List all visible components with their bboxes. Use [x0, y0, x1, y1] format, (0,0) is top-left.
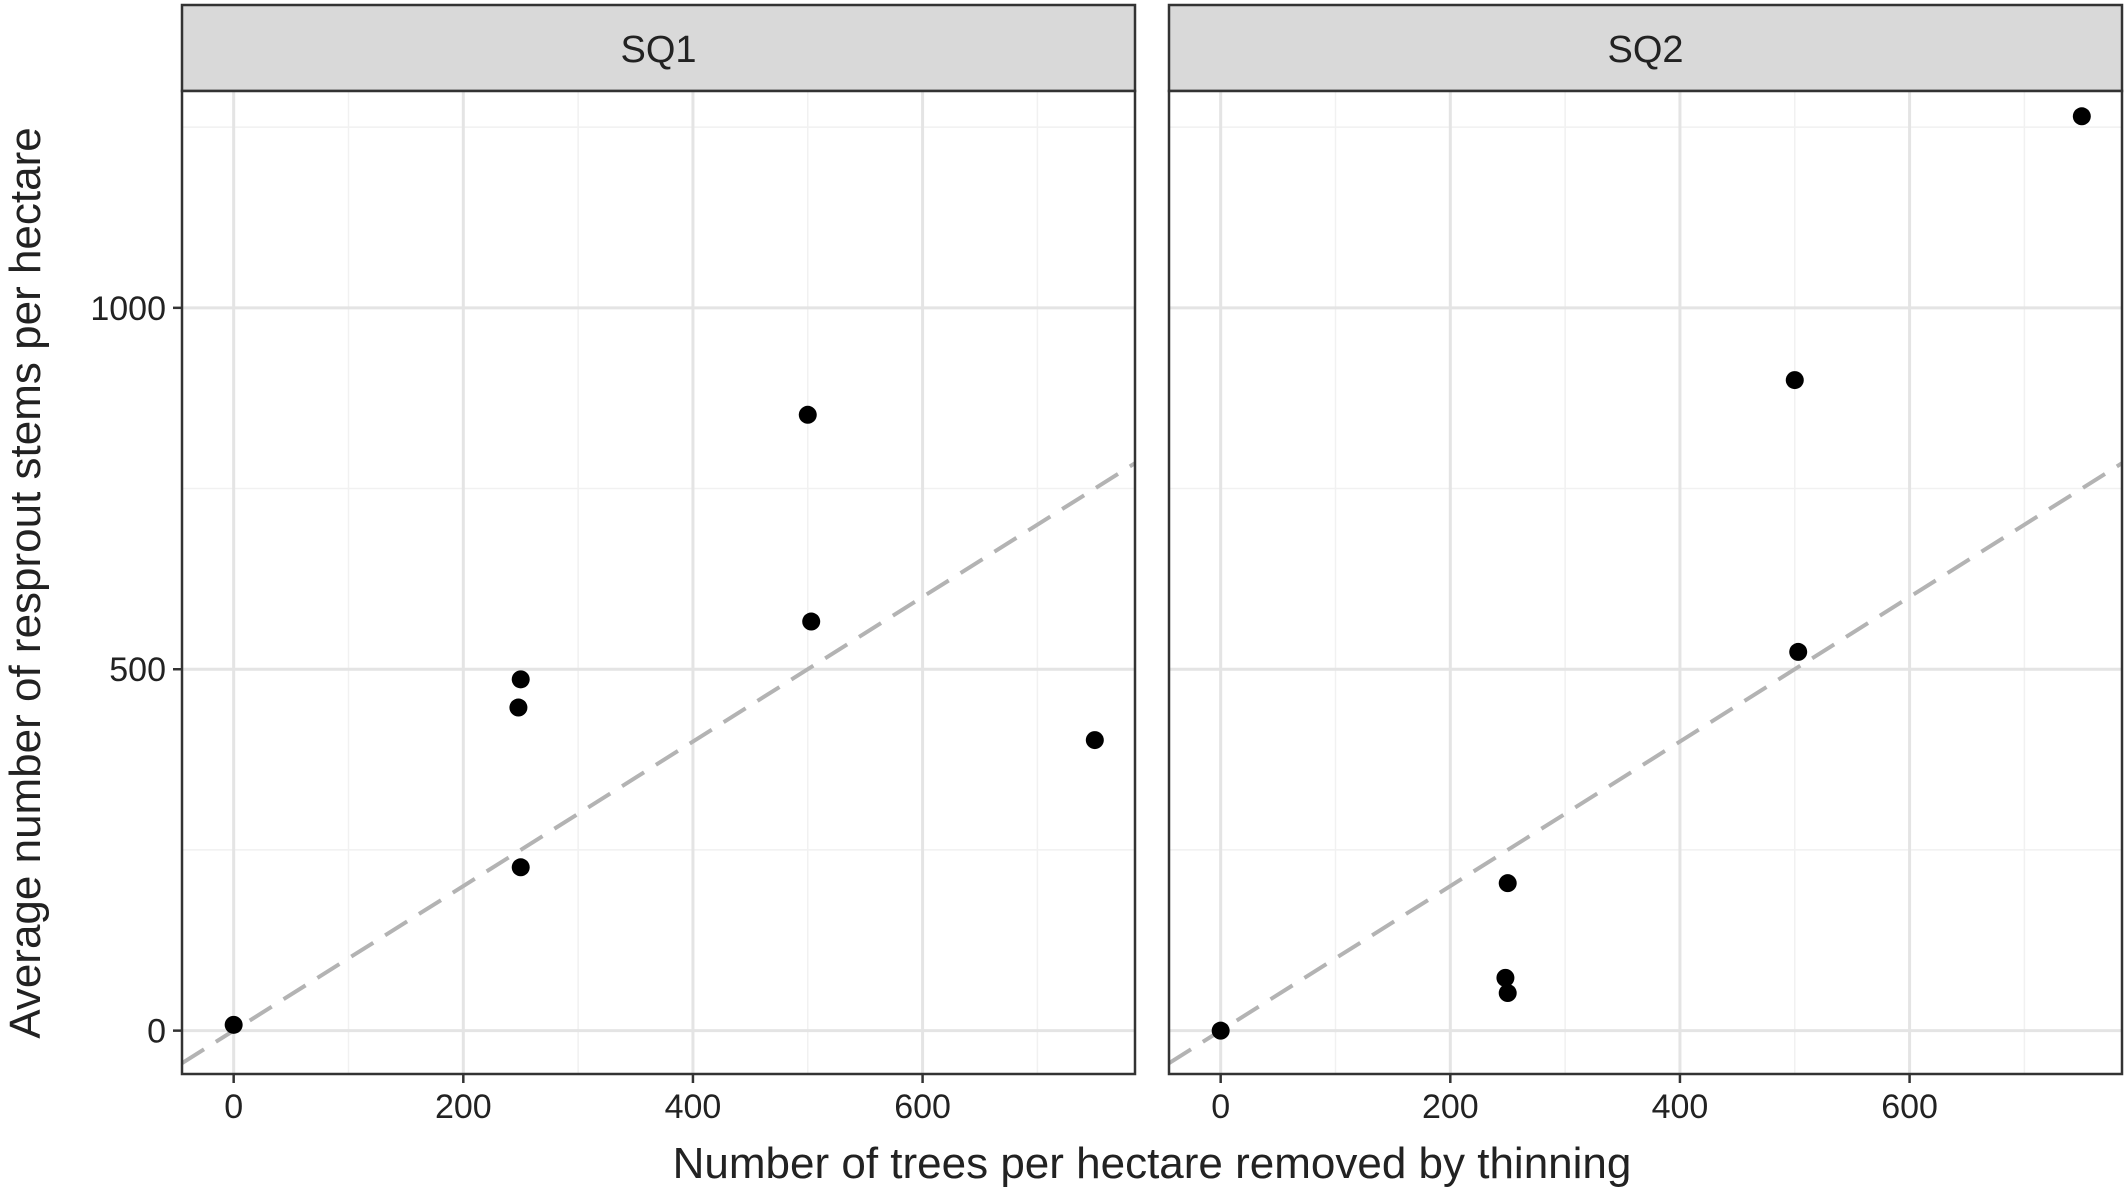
data-point [1498, 874, 1517, 893]
data-point [1085, 731, 1104, 750]
x-tick-label: 0 [224, 1088, 243, 1126]
panel-sq1: SQ1 0 200 400 600 [180, 3, 1137, 1126]
reference-line [180, 461, 1137, 1065]
strip-sq2 [1167, 3, 2124, 93]
panel-border [180, 89, 1137, 1076]
x-tick-label: 600 [894, 1088, 951, 1126]
data-point [224, 1015, 243, 1034]
strip-label-sq2: SQ2 [1607, 29, 1683, 71]
plot-area-sq2: 0 200 400 600 [1167, 89, 2124, 1126]
x-tick-label: 400 [665, 1088, 722, 1126]
plot-area-sq1: 0 200 400 600 [180, 89, 1137, 1126]
x-tick-label: 600 [1881, 1088, 1938, 1126]
data-point [509, 698, 528, 717]
data-point [1496, 968, 1515, 987]
y-tick-label: 1000 [90, 290, 166, 328]
y-tick-label: 0 [147, 1013, 166, 1051]
strip-label-sq1: SQ1 [620, 29, 696, 71]
data-point [802, 612, 821, 631]
x-tick-label: 400 [1652, 1088, 1709, 1126]
x-tick-label: 0 [1211, 1088, 1230, 1126]
data-point [1498, 984, 1517, 1003]
panel-sq2: SQ2 0 200 400 600 [1167, 3, 2124, 1126]
y-axis: 0 500 1000 [90, 290, 182, 1051]
panel-border [1167, 89, 2124, 1076]
x-tick-label: 200 [435, 1088, 492, 1126]
reference-line [1167, 461, 2124, 1065]
data-point [2072, 107, 2091, 126]
plot-background [182, 91, 1135, 1074]
y-tick-label: 500 [109, 651, 166, 689]
x-tick-label: 200 [1422, 1088, 1479, 1126]
data-point [1789, 642, 1808, 661]
data-point [511, 858, 530, 877]
data-point [1785, 371, 1804, 390]
data-point [1211, 1021, 1230, 1040]
data-point [511, 670, 530, 689]
plot-background [1169, 91, 2122, 1074]
x-axis-title: Number of trees per hectare removed by t… [673, 1139, 1632, 1188]
data-point [798, 405, 817, 424]
y-axis-title: Average number of resprout stems per hec… [1, 127, 50, 1038]
strip-sq1 [180, 3, 1137, 93]
